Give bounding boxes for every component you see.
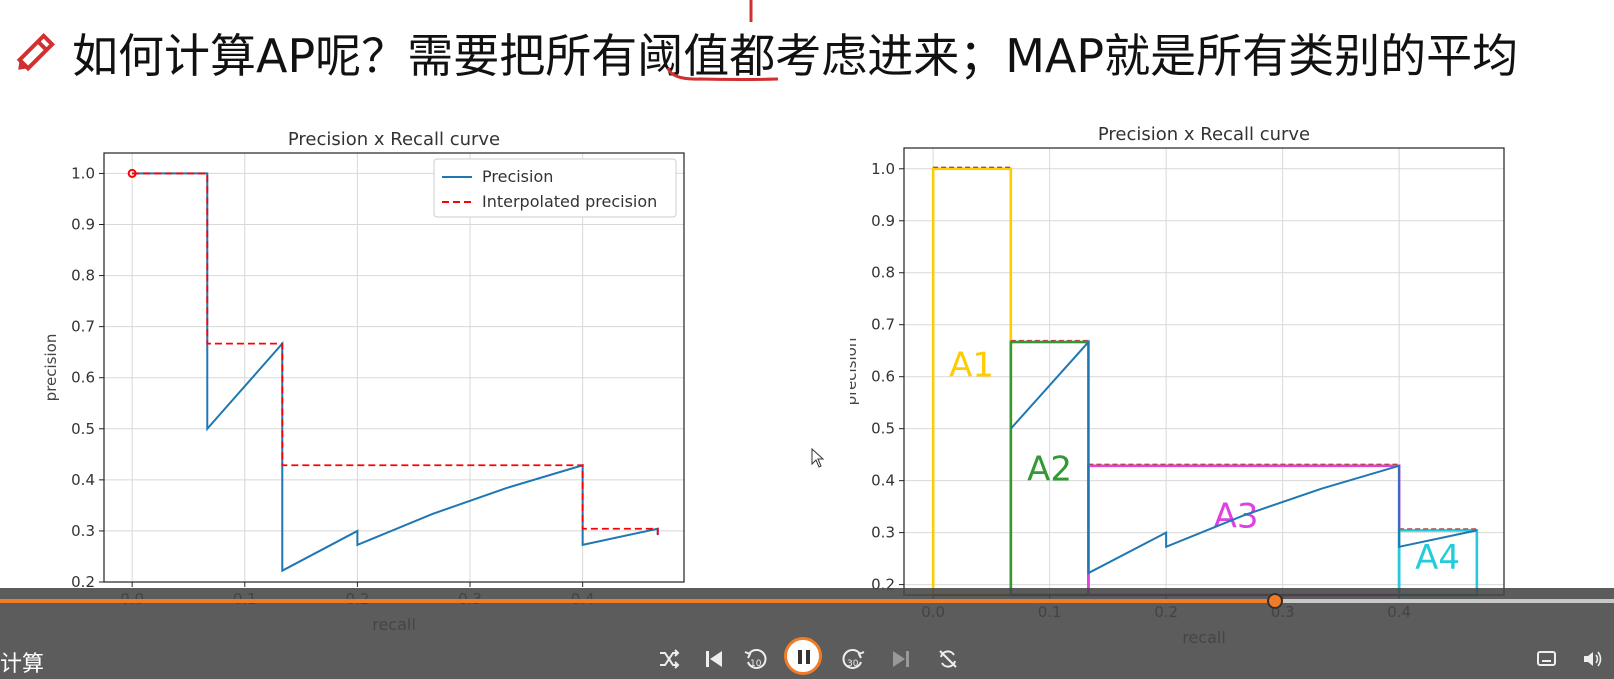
y-axis-label: precision bbox=[850, 338, 860, 406]
rewind-10-label: 10 bbox=[750, 659, 762, 669]
y-tick-label: 0.8 bbox=[71, 267, 95, 285]
subtitle-icon[interactable] bbox=[1537, 650, 1557, 668]
chart-title: Precision x Recall curve bbox=[1098, 124, 1310, 145]
video-title: 计算 bbox=[0, 652, 45, 677]
precision-line bbox=[1010, 339, 1478, 575]
legend-box bbox=[433, 158, 677, 218]
y-tick-label: 0.6 bbox=[71, 369, 95, 387]
interpolated-precision-line bbox=[132, 172, 659, 536]
y-tick-label: 1.0 bbox=[71, 164, 95, 182]
y-tick-label: 1.0 bbox=[871, 160, 895, 178]
progress-thumb[interactable] bbox=[1267, 593, 1284, 609]
area-label-a4: A4 bbox=[1415, 538, 1460, 578]
mouse-cursor-icon bbox=[811, 448, 825, 468]
forward-30-label: 30 bbox=[847, 659, 859, 669]
volume-icon[interactable] bbox=[1582, 649, 1604, 669]
chart-left: 0.00.10.20.30.40.20.30.40.50.60.70.80.91… bbox=[42, 129, 685, 634]
prev-icon[interactable] bbox=[703, 648, 725, 670]
y-tick-label: 0.2 bbox=[71, 573, 95, 591]
y-tick-label: 0.5 bbox=[71, 420, 95, 438]
legend-label: Interpolated precision bbox=[482, 192, 657, 211]
y-tick-label: 0.6 bbox=[871, 368, 895, 386]
pencil-icon bbox=[16, 33, 55, 72]
y-tick-label: 0.5 bbox=[871, 420, 895, 438]
y-tick-label: 0.3 bbox=[71, 522, 95, 540]
progress-fill bbox=[0, 599, 1276, 603]
precision-line bbox=[132, 172, 659, 573]
chart-title: Precision x Recall curve bbox=[288, 129, 500, 150]
loop-icon[interactable] bbox=[937, 648, 959, 670]
start-marker bbox=[127, 168, 137, 178]
forward-30-button[interactable]: 30 bbox=[840, 646, 866, 672]
y-axis-label: precision bbox=[42, 334, 60, 402]
rewind-10-button[interactable]: 10 bbox=[743, 646, 769, 672]
y-tick-label: 0.4 bbox=[871, 472, 895, 490]
pause-icon bbox=[798, 650, 802, 664]
next-icon[interactable] bbox=[890, 648, 912, 670]
area-label-a2: A2 bbox=[1027, 450, 1072, 490]
pause-button[interactable] bbox=[784, 637, 822, 675]
forward-30-icon bbox=[842, 649, 865, 669]
pause-icon-bar bbox=[806, 650, 810, 664]
slide-title: 如何计算AP呢？需要把所有阈值都考虑进来；MAP就是所有类别的平均 bbox=[72, 29, 1519, 83]
y-tick-label: 0.8 bbox=[871, 264, 895, 282]
y-tick-label: 0.9 bbox=[871, 212, 895, 230]
y-tick-label: 0.3 bbox=[871, 524, 895, 542]
area-label-a3: A3 bbox=[1214, 496, 1259, 536]
y-tick-label: 0.7 bbox=[71, 318, 95, 336]
y-tick-label: 0.7 bbox=[871, 316, 895, 334]
shuffle-icon[interactable] bbox=[658, 648, 680, 670]
legend-label: Precision bbox=[482, 167, 553, 186]
chart-right: A1A2A3A40.00.10.20.30.40.20.30.40.50.60.… bbox=[850, 124, 1505, 647]
y-tick-label: 0.9 bbox=[71, 216, 95, 234]
axes-frame bbox=[103, 152, 685, 583]
rewind-10-icon bbox=[744, 649, 767, 669]
area-label-a1: A1 bbox=[949, 346, 994, 386]
y-tick-label: 0.4 bbox=[71, 471, 95, 489]
